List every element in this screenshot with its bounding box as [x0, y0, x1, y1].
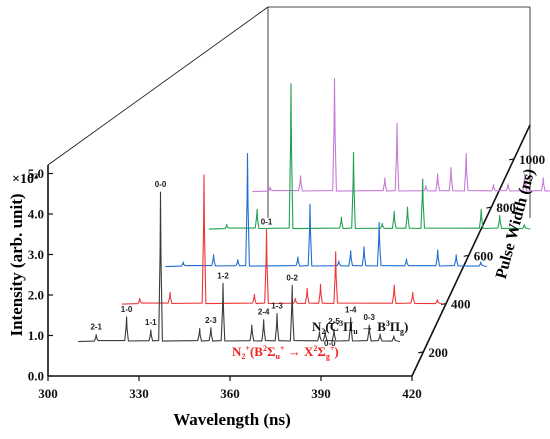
red-band-label: 0-0	[324, 339, 336, 348]
peak-label: 2-3	[205, 316, 217, 325]
peak-label: 0-1	[261, 218, 273, 227]
z-tick-mark	[486, 206, 492, 209]
series-line-600	[165, 153, 488, 268]
z-ticks: 200 400 600 800 1000	[418, 152, 545, 360]
y-ticks: 0.0 1.0 2.0 3.0 4.0 5.0	[28, 166, 53, 384]
y-tick-label: 5.0	[28, 166, 44, 181]
series-line-200	[78, 191, 401, 343]
y-tick-label: 2.0	[28, 288, 44, 303]
x-tick-label: 360	[220, 386, 240, 401]
scale-factor-label: ×10³	[12, 172, 38, 187]
z-axis	[411, 124, 531, 377]
z-tick-mark	[440, 303, 447, 306]
peak-labels: 2-1 1-0 1-1 0-0 2-3 1-2 0-1 2-41-3 0-2 2-5 1-4 0-3	[90, 180, 375, 332]
peak-label: 0-2	[286, 273, 298, 282]
z-tick-mark	[463, 254, 469, 257]
peak-label: 1-4	[345, 306, 357, 315]
z-tick-label: 1000	[519, 152, 545, 167]
z-axis-label: Pulse Width (ns)	[493, 167, 539, 281]
x-tick-label: 390	[311, 386, 331, 401]
y-tick-label: 4.0	[28, 207, 44, 222]
z-tick-mark	[508, 158, 515, 161]
y-tick-label: 3.0	[28, 247, 44, 262]
peak-label: 1-2	[217, 271, 229, 280]
peak-label: 0-0	[155, 180, 167, 189]
peak-label: 2-5	[328, 317, 340, 326]
z-tick-label: 400	[451, 297, 471, 312]
legend-c3pi: N2(C3Πu → B3Πg)	[312, 319, 408, 336]
peak-label: 1-1	[145, 318, 157, 327]
x-ticks: 300 330 360 390 420	[38, 376, 422, 401]
plot-frame	[47, 6, 531, 377]
peak-label: 1-0	[121, 305, 133, 314]
peak-label: 2-4	[258, 308, 270, 317]
y-tick-label: 0.0	[28, 369, 44, 384]
peak-label: 0-3	[363, 313, 375, 322]
series-line-400	[121, 174, 444, 305]
x-tick-label: 300	[38, 386, 58, 401]
z-tick-mark	[418, 351, 424, 354]
series-line-800	[208, 83, 531, 230]
x-tick-label: 420	[402, 386, 422, 401]
y-tick-label: 1.0	[28, 328, 44, 343]
peak-label: 2-1	[90, 323, 102, 332]
x-axis-label: Wavelength (ns)	[173, 410, 291, 429]
z-tick-label: 200	[428, 345, 448, 360]
y-axis-label: Intensity (arb. unit)	[7, 193, 26, 336]
series-line-1000	[252, 78, 550, 193]
x-tick-label: 330	[129, 386, 149, 401]
z-tick-label: 800	[496, 200, 516, 215]
series-group	[78, 78, 550, 343]
legend-b2sigma: N2+(B2Σu+ → X2Σg+)	[232, 344, 339, 361]
peak-label: 1-3	[271, 302, 283, 311]
z-tick-label: 600	[474, 248, 494, 263]
